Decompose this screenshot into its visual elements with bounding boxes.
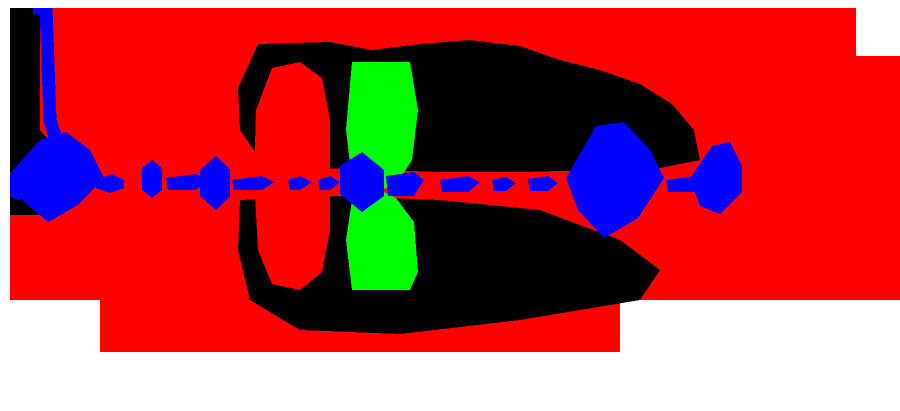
blue-band-seg-6 [386,172,424,196]
red-lens-shape [254,62,330,290]
bottom-margin-strip [0,398,900,411]
blue-left-diamond-shape [6,132,104,222]
blue-band-seg-9 [528,176,558,191]
blue-band-seg-2 [166,174,208,190]
blue-band-seg-10 [666,176,706,192]
blue-diamond-right-b-shape [690,142,742,214]
black-lower-center-shape [856,8,900,56]
blue-diamond-mid-c-shape [340,152,384,212]
blue-band-seg-8 [492,177,516,191]
blue-band-seg-3 [232,176,274,190]
black-right-mass-shape [238,196,660,334]
blue-band-seg-4 [288,176,312,190]
blue-diamond-mid-b-shape [200,156,230,210]
left-margin-strip [0,0,10,411]
blue-diamond-right-a-shape [566,122,664,238]
white-notch-top-right-shape [760,300,900,411]
blue-band-seg-1 [96,174,124,193]
top-margin-strip [0,0,900,8]
blue-band-seg-7 [440,176,480,192]
blue-diamond-mid-a-shape [142,160,162,198]
blue-band-seg-5 [318,176,340,190]
